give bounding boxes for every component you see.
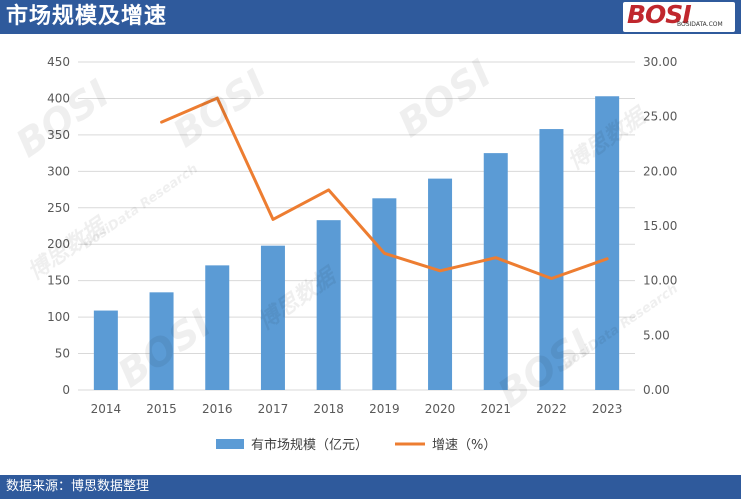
x-tick-label: 2023 [592, 402, 623, 416]
y2-tick-label: 15.00 [643, 219, 677, 233]
page-title: 市场规模及增速 [6, 4, 168, 29]
y2-tick-label: 20.00 [643, 164, 677, 178]
bar [539, 129, 564, 390]
x-tick-label: 2016 [202, 402, 233, 416]
x-tick-label: 2019 [369, 402, 400, 416]
y-tick-label: 250 [47, 201, 70, 215]
x-tick-label: 2017 [258, 402, 289, 416]
title-bar: 市场规模及增速 BOSI BOSIDATA.COM [0, 0, 741, 34]
bar [483, 153, 508, 390]
y-tick-label: 300 [47, 164, 70, 178]
growth-line [160, 96, 609, 280]
bar [205, 265, 230, 390]
legend-swatch-bar [216, 439, 244, 449]
y-tick-label: 50 [55, 347, 70, 361]
y2-tick-label: 0.00 [643, 383, 670, 397]
footer-bar: 数据来源：博思数据整理 [0, 475, 741, 499]
legend-label: 增速（%） [432, 438, 496, 453]
logo-wordmark: BOSI [627, 0, 692, 29]
y-tick-label: 150 [47, 274, 70, 288]
bar [316, 220, 341, 390]
bar [260, 245, 285, 390]
bar [428, 178, 453, 390]
y2-tick-label: 25.00 [643, 110, 677, 124]
bar [149, 292, 174, 390]
y2-tick-label: 30.00 [643, 55, 677, 69]
x-tick-label: 2020 [425, 402, 456, 416]
legend-label: 有市场规模（亿元） [251, 437, 368, 453]
x-tick-label: 2022 [536, 402, 567, 416]
x-tick-label: 2014 [91, 402, 122, 416]
x-tick-label: 2015 [146, 402, 177, 416]
logo-subtext: BOSIDATA.COM [677, 21, 723, 28]
market-size-chart: 0 50 100 150 200 250 300 350 400 450 0.00 5.00 10.00… [47, 55, 677, 453]
x-tick-label: 2021 [480, 402, 511, 416]
y-tick-label: 350 [47, 128, 70, 142]
bosi-logo: BOSI BOSIDATA.COM [623, 0, 735, 32]
bar [595, 96, 620, 390]
bar [93, 310, 118, 390]
y-tick-label: 0 [62, 383, 70, 397]
bar [372, 198, 397, 390]
y-tick-label: 400 [47, 91, 70, 105]
x-tick-label: 2018 [313, 402, 344, 416]
data-source: 数据来源：博思数据整理 [6, 479, 150, 494]
y2-tick-label: 10.00 [643, 274, 677, 288]
y-tick-label: 100 [47, 310, 70, 324]
y2-tick-label: 5.00 [643, 328, 670, 342]
y-tick-label: 200 [47, 237, 70, 251]
y-tick-label: 450 [47, 55, 70, 69]
